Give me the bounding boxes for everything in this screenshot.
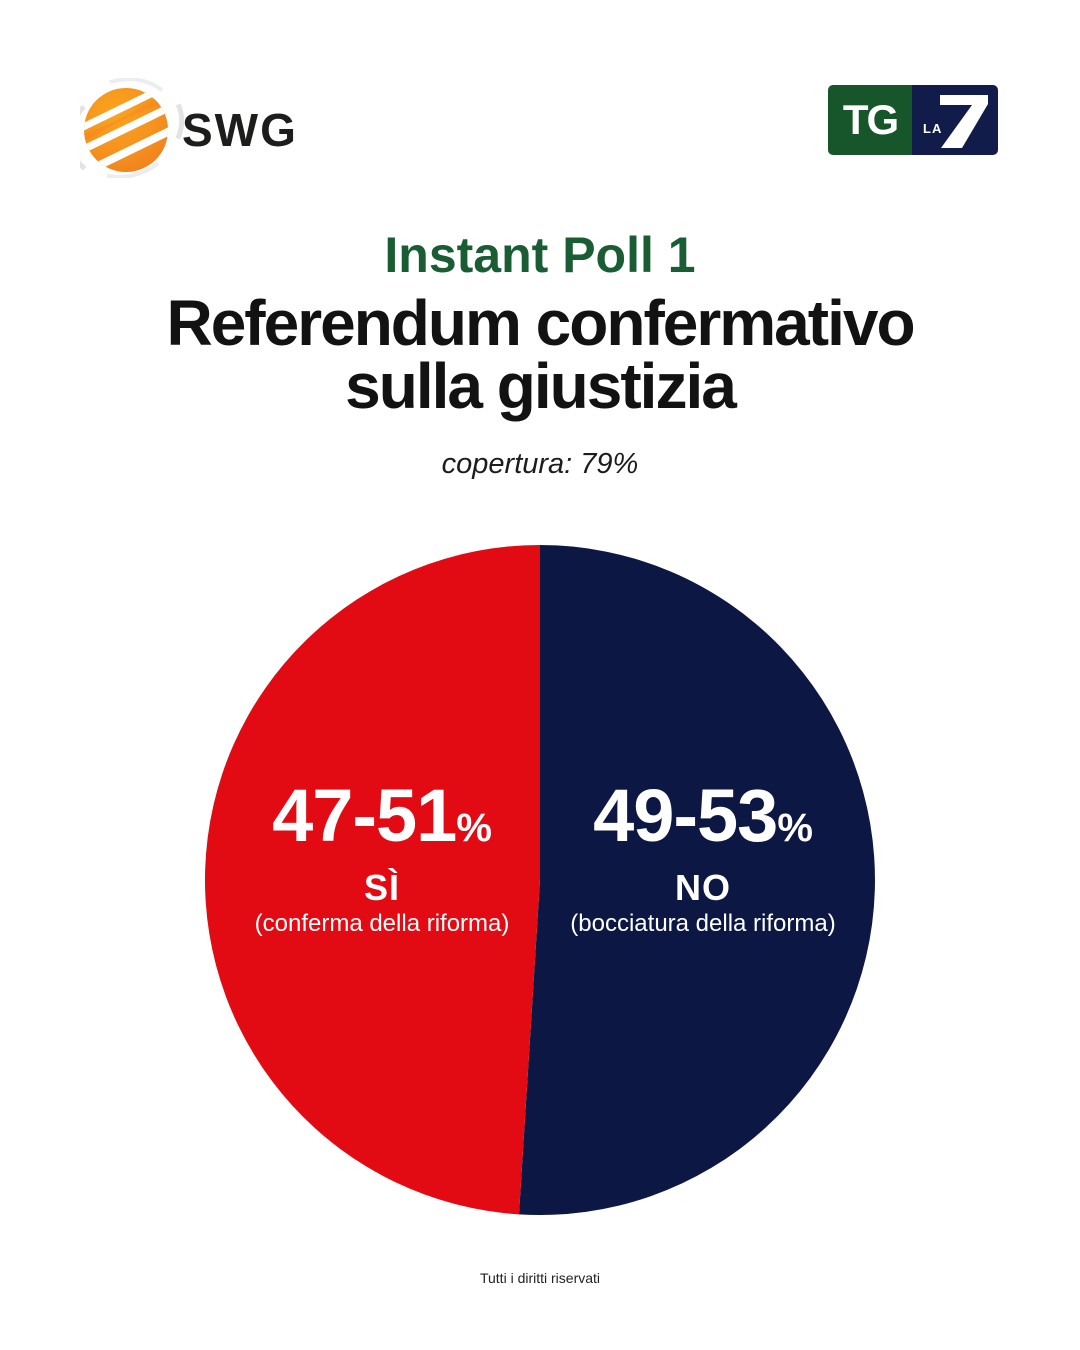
poll-kicker: Instant Poll 1: [384, 227, 696, 283]
slice-label-si: 47-51% SÌ (conferma della riforma): [217, 774, 547, 938]
swg-logo-text: SWG: [182, 104, 295, 156]
tgla7-logo: TG LA: [828, 85, 998, 155]
la7-logo-navy-block: LA: [912, 85, 998, 155]
pie-slice-sì: [205, 545, 540, 1215]
tg-logo-text: TG: [842, 96, 899, 143]
page-title-line2: sulla giustizia: [345, 350, 737, 422]
no-answer-label: NO: [675, 867, 731, 908]
percent-sign: %: [456, 806, 492, 850]
si-percentage-range: 47-51%: [272, 774, 492, 857]
no-percentage-range: 49-53%: [593, 774, 813, 857]
tg-logo-green-block: TG: [828, 85, 912, 155]
copyright-text: Tutti i diritti riservati: [479, 1270, 601, 1286]
swg-globe-icon: [80, 78, 183, 178]
la7-seven-icon: [940, 95, 988, 148]
la7-logo-la-text: LA: [923, 121, 943, 136]
slice-label-no: 49-53% NO (bocciatura della riforma): [538, 774, 868, 938]
si-answer-description: (conferma della riforma): [254, 910, 510, 937]
si-answer-label: SÌ: [363, 867, 400, 908]
page-title: Referendum confermativo sulla giustizia: [0, 287, 1080, 422]
no-answer-description: (bocciatura della riforma): [570, 910, 836, 937]
page-title-line1: Referendum confermativo: [166, 287, 915, 359]
pie-chart: [205, 545, 875, 1215]
coverage-note: copertura: 79%: [441, 448, 639, 480]
swg-logo: SWG: [80, 78, 295, 178]
percent-sign: %: [777, 806, 813, 850]
pie-slice-no: [518, 545, 875, 1215]
